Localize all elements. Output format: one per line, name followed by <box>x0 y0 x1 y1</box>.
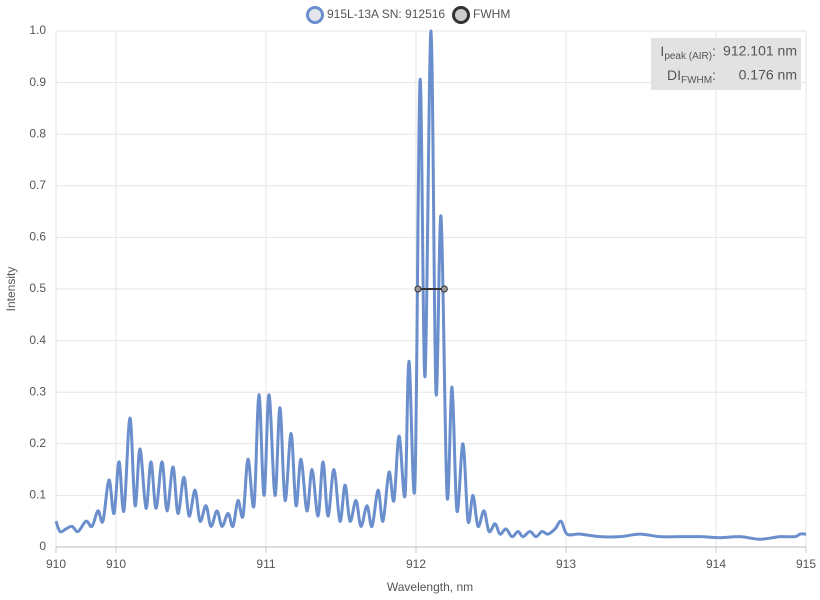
y-tick-label: 0.1 <box>29 488 46 502</box>
legend-marker <box>452 6 470 24</box>
y-tick-label: 0.7 <box>29 178 46 192</box>
spectrum-line <box>54 29 807 541</box>
info-label-sub: peak (AIR) <box>664 51 712 62</box>
info-label-main: I <box>660 43 664 59</box>
y-tick-label: 1.0 <box>29 23 46 37</box>
info-label-suffix: : <box>712 43 716 59</box>
y-tick-label: 0.3 <box>29 384 46 398</box>
info-value: 912.101 nm <box>723 43 797 59</box>
y-tick-label: 0.5 <box>29 281 46 295</box>
legend-label: FWHM <box>473 7 510 21</box>
legend-label: 915L-13A SN: 912516 <box>327 7 445 21</box>
info-label: Ipeak (AIR): <box>660 43 716 62</box>
info-label-main: DI <box>667 67 681 83</box>
info-box: Ipeak (AIR): 912.101 nm DIFWHM: 0.176 nm <box>651 38 801 90</box>
x-tick-label: 911 <box>256 557 275 571</box>
info-background <box>651 38 801 90</box>
x-tick-label: 910 <box>46 557 66 571</box>
fwhm-point <box>440 285 448 293</box>
y-tick-label: 0 <box>39 539 46 553</box>
y-tick-label: 0.8 <box>29 126 46 140</box>
info-value: 0.176 nm <box>739 67 797 83</box>
x-tick-label: 915 <box>796 557 816 571</box>
fwhm-point <box>414 285 422 293</box>
x-tick-label: 913 <box>556 557 576 571</box>
axes: 0 0.1 0.2 0.3 0.4 0.5 0.6 0.7 0.8 0.9 1.0 910 910 911… <box>29 23 816 571</box>
x-tick-label: 914 <box>706 557 726 571</box>
y-tick-label: 0.2 <box>29 436 46 450</box>
legend: 915L-13A SN: 912516 FWHM <box>306 6 510 24</box>
legend-marker <box>306 6 324 24</box>
y-axis-label: Intensity <box>4 267 18 312</box>
info-label-sub: FWHM <box>681 75 712 86</box>
x-axis-label: Wavelength, nm <box>387 580 473 594</box>
x-tick-label: 912 <box>406 557 426 571</box>
y-tick-label: 0.6 <box>29 230 46 244</box>
info-label-suffix: : <box>712 67 716 83</box>
plot-area <box>54 29 807 541</box>
y-tick-label: 0.9 <box>29 75 46 89</box>
info-label: DIFWHM: <box>667 67 716 86</box>
x-tick-label: 910 <box>106 557 126 571</box>
y-tick-label: 0.4 <box>29 333 46 347</box>
